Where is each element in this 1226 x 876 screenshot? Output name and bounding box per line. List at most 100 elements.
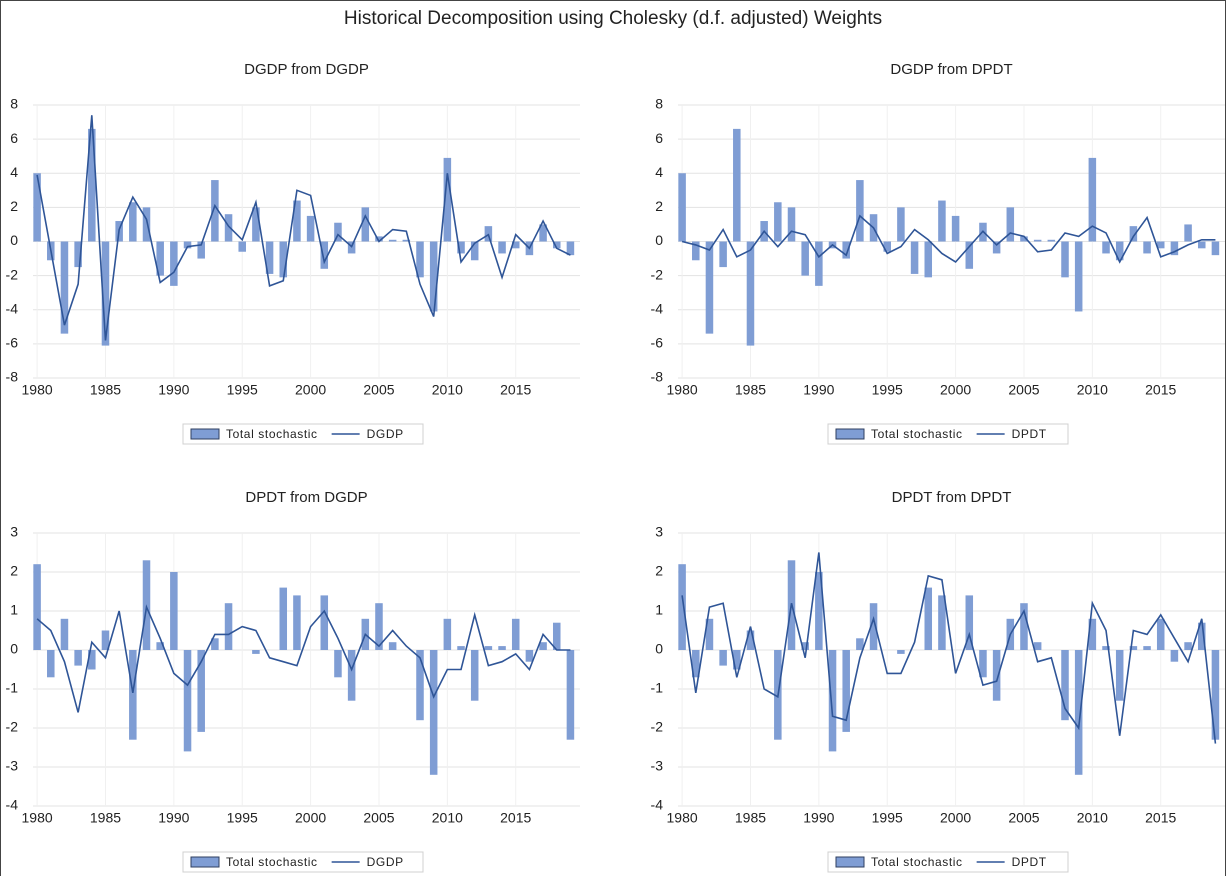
y-tick-label: -1 xyxy=(6,680,19,696)
legend-label: Total stochastic xyxy=(226,427,318,441)
bar xyxy=(1088,618,1097,650)
bar xyxy=(197,241,205,259)
line xyxy=(36,604,571,713)
x-tick-label: 2000 xyxy=(940,382,971,398)
bar xyxy=(1197,241,1206,249)
y-tick-label: -6 xyxy=(6,335,19,351)
y-tick-label: 8 xyxy=(655,96,663,112)
x-tick-label: 1990 xyxy=(158,810,189,826)
bar xyxy=(170,572,178,650)
bar xyxy=(1143,646,1151,650)
bar xyxy=(1184,642,1192,650)
bar xyxy=(60,618,69,650)
bar xyxy=(129,650,137,740)
y-tick-label: 0 xyxy=(655,232,663,248)
bar xyxy=(938,200,946,242)
bar xyxy=(897,650,905,654)
bar xyxy=(1033,239,1042,242)
bar xyxy=(856,638,864,650)
x-tick-label: 1995 xyxy=(227,810,258,826)
bar xyxy=(279,587,288,650)
bar xyxy=(429,650,438,775)
y-tick-label: 3 xyxy=(655,524,663,540)
bar xyxy=(746,630,755,650)
bar xyxy=(705,241,714,334)
bar xyxy=(156,642,164,650)
bar xyxy=(1074,650,1083,775)
y-tick-label: 3 xyxy=(10,524,18,540)
legend-swatch xyxy=(190,856,220,868)
bar xyxy=(1102,646,1110,650)
panel-title: DPDT from DGDP xyxy=(245,489,367,506)
legend-label: DPDT xyxy=(1012,427,1047,441)
bar xyxy=(1088,157,1097,242)
bar xyxy=(498,646,506,650)
bar xyxy=(1156,241,1165,249)
x-tick-label: 1980 xyxy=(22,810,53,826)
bar xyxy=(320,595,329,650)
legend-swatch xyxy=(835,856,865,868)
bar xyxy=(1197,622,1206,650)
y-tick-label: 0 xyxy=(10,232,18,248)
bar xyxy=(334,222,342,242)
bar xyxy=(1020,236,1028,242)
bar xyxy=(856,180,864,242)
bar xyxy=(992,241,1001,254)
bar xyxy=(498,241,506,254)
bar xyxy=(719,650,727,666)
bar xyxy=(924,587,933,650)
bar xyxy=(1047,239,1056,242)
bar xyxy=(47,650,55,678)
bar xyxy=(484,646,493,650)
line xyxy=(36,115,571,341)
y-tick-label: -2 xyxy=(6,266,19,282)
bar xyxy=(74,241,82,268)
bar xyxy=(306,215,315,242)
bar xyxy=(692,650,700,678)
bar xyxy=(142,207,151,242)
y-tick-label: -8 xyxy=(6,369,19,385)
y-tick-label: -4 xyxy=(6,797,19,813)
panel-title: DGDP from DPDT xyxy=(890,61,1012,78)
bar xyxy=(1211,650,1220,740)
bar xyxy=(88,650,96,670)
bar xyxy=(156,241,164,276)
x-tick-label: 2010 xyxy=(1077,382,1108,398)
bar xyxy=(224,603,233,650)
y-tick-label: -3 xyxy=(651,758,664,774)
bar xyxy=(511,618,520,650)
legend-label: Total stochastic xyxy=(871,427,963,441)
x-tick-label: 2000 xyxy=(295,810,326,826)
bar xyxy=(1102,241,1110,254)
bar xyxy=(733,128,741,242)
y-tick-label: -4 xyxy=(651,300,664,316)
bar xyxy=(965,241,974,269)
bar xyxy=(924,241,933,278)
legend-box xyxy=(827,851,1069,873)
bar xyxy=(552,622,561,650)
bar xyxy=(457,646,465,650)
x-tick-label: 2010 xyxy=(432,382,463,398)
bar xyxy=(1129,646,1138,650)
bar xyxy=(842,650,850,732)
y-tick-label: 6 xyxy=(655,130,663,146)
bar xyxy=(375,603,383,650)
legend-label: DGDP xyxy=(367,427,404,441)
x-tick-label: 2005 xyxy=(1008,810,1039,826)
bar xyxy=(265,241,274,274)
bar xyxy=(74,650,82,666)
bar xyxy=(951,215,960,242)
y-tick-label: 2 xyxy=(655,198,663,214)
bar xyxy=(197,650,205,732)
bar xyxy=(443,618,452,650)
x-tick-label: 1995 xyxy=(872,382,903,398)
bar xyxy=(883,241,891,252)
bar xyxy=(1033,642,1042,650)
bar xyxy=(1115,241,1124,261)
bar xyxy=(1156,618,1165,650)
legend-swatch xyxy=(835,428,865,440)
legend-swatch xyxy=(190,428,220,440)
bar xyxy=(539,642,547,650)
x-tick-label: 2005 xyxy=(363,810,394,826)
